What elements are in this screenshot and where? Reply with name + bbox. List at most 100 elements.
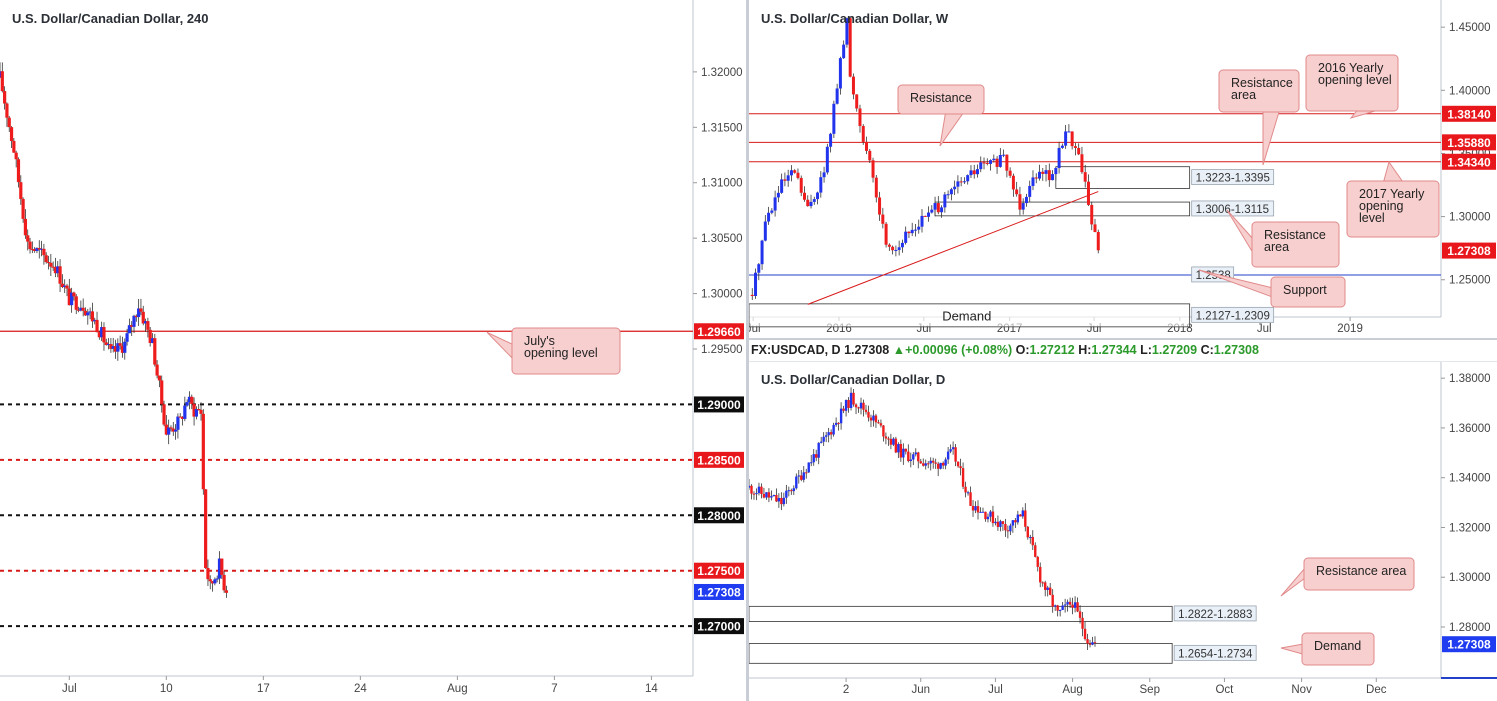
h4-x-tick-label: Aug (447, 683, 467, 695)
weekly-chart-panel[interactable]: 1.450001.400001.350001.300001.25000Jul20… (749, 0, 1497, 338)
h4-candle-body (153, 338, 157, 365)
weekly-callout-resistance-area-right-box (1251, 221, 1340, 268)
daily-candle-body (849, 392, 853, 408)
daily-candle-body (844, 399, 848, 411)
h4-candle-body (21, 198, 25, 219)
daily-candle-body (847, 399, 850, 408)
weekly-candle-body (887, 244, 891, 247)
h4-candle-body (132, 315, 136, 327)
weekly-callout-2016-yearly-line: opening level (1318, 73, 1392, 87)
daily-candle-body (1068, 601, 1072, 605)
weekly-candle-body (966, 175, 970, 182)
h4-candle-body (37, 248, 41, 250)
daily-callout-demand-box (1301, 632, 1375, 666)
h4-candle-body (204, 489, 208, 568)
low-label: L: (1140, 343, 1152, 357)
weekly-candle-body (894, 249, 898, 251)
weekly-zone (934, 201, 1191, 217)
daily-candle-body (912, 454, 915, 460)
daily-quote-bar: FX:USDCAD, D 1.27308 ▲+0.00096 (+0.08%) … (749, 340, 1497, 362)
daily-candle-body (946, 451, 950, 460)
panel-divider-horizontal[interactable] (749, 338, 1497, 340)
daily-candle-body (879, 423, 883, 426)
weekly-candle-body (871, 160, 875, 178)
h4-chart-canvas[interactable]: 1.32000 1.31500 1.31000 1.30500 1.30000 1.295… (0, 0, 746, 701)
weekly-callout-2016-yearly-text: 2016 Yearly opening level (1318, 61, 1392, 87)
daily-candle-body (749, 485, 751, 488)
h4-candle-body (35, 248, 39, 251)
daily-candle-body (770, 496, 773, 498)
daily-zone-label: 1.2822-1.2883 (1178, 609, 1252, 621)
h4-candle-body (141, 311, 145, 324)
h4-candle-body (19, 182, 23, 199)
weekly-candle-body (757, 264, 761, 273)
weekly-candle-body (930, 209, 934, 213)
daily-candle-body (750, 485, 753, 494)
weekly-candle-body (1034, 177, 1038, 179)
daily-chart-canvas[interactable]: 1.38000 1.36000 1.34000 1.32000 1.30000 1.280… (749, 340, 1497, 701)
h4-candle-body (118, 343, 122, 346)
h4-callout-july-open-line: opening level (524, 346, 598, 360)
weekly-trendline (807, 191, 1099, 305)
daily-callout-demand-line: Demand (1314, 639, 1361, 653)
weekly-chart-canvas[interactable]: 1.450001.400001.350001.300001.25000Jul20… (749, 0, 1497, 338)
h4-candle-body (33, 249, 37, 251)
weekly-callout-resistance-area-top-line: Resistance (1231, 76, 1293, 90)
h4-callout-july-open-text: July's opening level (524, 334, 598, 360)
weekly-callout-2016-yearly-line: 2016 Yearly (1318, 61, 1384, 75)
h4-candle-body (88, 311, 92, 313)
daily-candle-body (822, 436, 825, 442)
weekly-candle-body (789, 170, 793, 176)
weekly-candle-body (897, 247, 901, 250)
weekly-callout-2017-yearly-line: opening (1359, 199, 1404, 213)
h4-candle-body (171, 428, 175, 432)
h4-callout-july-open-line: July's (524, 334, 555, 348)
weekly-candle-body (1024, 196, 1028, 204)
weekly-callout-2017-yearly-pointer (1383, 160, 1404, 182)
high-value: 1.27344 (1091, 343, 1137, 357)
daily-candle-body (889, 438, 893, 445)
daily-candle-body (884, 436, 888, 439)
daily-candle-body (752, 493, 756, 495)
weekly-candle-body (786, 175, 790, 181)
weekly-candle-body (1038, 171, 1042, 179)
weekly-callout-2016-yearly-box (1305, 54, 1399, 112)
daily-candle-body (1063, 604, 1067, 606)
weekly-candle-body (881, 214, 885, 224)
daily-candle-body (1083, 628, 1087, 640)
weekly-candle-body (799, 177, 803, 193)
h4-candle-body (60, 283, 64, 288)
daily-chart-panel[interactable]: FX:USDCAD, D 1.27308 ▲+0.00096 (+0.08%) … (749, 340, 1497, 701)
h4-candle-body (51, 266, 55, 268)
h4-candle-body (146, 321, 150, 330)
h4-level-tag-bg (694, 562, 744, 579)
weekly-candle-body (776, 192, 780, 198)
weekly-callout-resistance-pointer (939, 113, 964, 147)
h4-candle-body (201, 413, 205, 490)
h4-candle-body (190, 396, 194, 404)
weekly-candle-body (1073, 146, 1077, 148)
daily-candle-body (852, 392, 855, 405)
panel-divider-vertical[interactable] (746, 0, 749, 701)
weekly-candle-body (1083, 172, 1087, 182)
daily-candle-body (1024, 510, 1027, 527)
daily-candle-body (1006, 530, 1010, 532)
weekly-candle-body (1011, 175, 1015, 190)
h4-y-tick-label: 1.29500 (701, 344, 743, 356)
weekly-candle-body (1047, 170, 1051, 181)
weekly-callout-2017-yearly-line: 2017 Yearly (1359, 187, 1425, 201)
weekly-candle-body (1041, 171, 1045, 174)
daily-x-tick-label: Sep (1140, 684, 1160, 696)
h4-candle-body (3, 91, 7, 104)
h4-candle-body (213, 579, 217, 584)
h4-level-tag-bg (694, 323, 744, 340)
h4-chart-panel[interactable]: 1.32000 1.31500 1.31000 1.30500 1.30000 1.295… (0, 0, 746, 701)
weekly-demand-label: Demand (942, 308, 991, 323)
weekly-x-tick-label: 2019 (1337, 323, 1363, 335)
weekly-candle-body (793, 170, 797, 173)
daily-candle-body (904, 448, 908, 452)
weekly-callout-resistance-area-right: Resistance area (1226, 209, 1340, 268)
weekly-candle-body (920, 215, 924, 227)
weekly-callout-resistance-area-top: Resistance area (1218, 69, 1300, 166)
daily-callout-resistance-area-line: Resistance area (1316, 564, 1406, 578)
